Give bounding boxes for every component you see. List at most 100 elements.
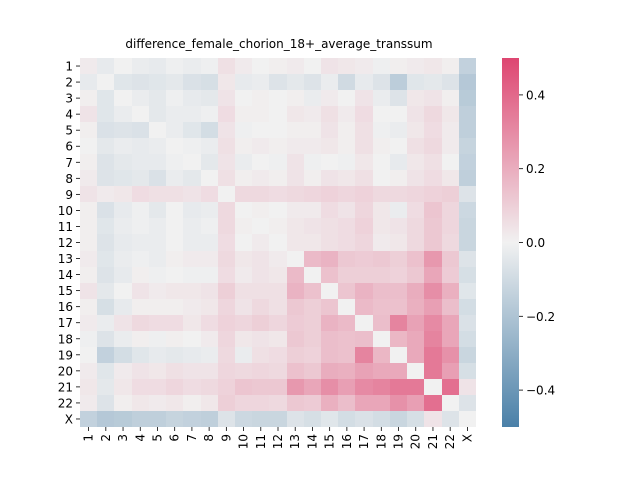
x-tick-label: 9: [219, 434, 233, 442]
heatmap-cell: [132, 218, 149, 234]
heatmap-cell: [252, 186, 269, 202]
heatmap-cell: [80, 299, 97, 315]
heatmap-cell: [218, 331, 235, 347]
heatmap-cell: [132, 58, 149, 74]
heatmap-cell: [390, 234, 407, 251]
heatmap-cell: [201, 106, 218, 122]
heatmap-cell: [407, 411, 424, 427]
heatmap-cell: [321, 395, 338, 411]
y-tick-label: 16: [58, 300, 73, 314]
heatmap-cell: [166, 267, 183, 283]
heatmap-cell: [355, 122, 373, 138]
heatmap-cell: [114, 299, 132, 315]
heatmap-cell: [390, 347, 407, 363]
heatmap-cell: [183, 58, 201, 74]
heatmap-cell: [183, 267, 201, 283]
heatmap-cell: [201, 186, 218, 202]
heatmap-cell: [132, 283, 149, 299]
heatmap-cell: [338, 170, 355, 186]
heatmap-cell: [407, 186, 424, 202]
heatmap-cell: [338, 363, 355, 379]
heatmap-cell: [424, 315, 442, 331]
heatmap-cell: [390, 202, 407, 218]
heatmap-cell: [407, 299, 424, 315]
heatmap-cell: [459, 379, 476, 395]
heatmap-cell: [166, 331, 183, 347]
heatmap-cell: [166, 106, 183, 122]
heatmap-cell: [97, 186, 114, 202]
heatmap-cell: [80, 251, 97, 267]
heatmap-cell: [424, 58, 442, 74]
heatmap-cell: [252, 74, 269, 90]
heatmap-cell: [373, 331, 390, 347]
heatmap-cell: [80, 218, 97, 234]
heatmap-cell: [269, 299, 287, 315]
heatmap-cell: [355, 202, 373, 218]
heatmap-cell: [390, 74, 407, 90]
heatmap-cell: [338, 58, 355, 74]
y-tick-label: 17: [58, 316, 73, 330]
heatmap-cell: [321, 411, 338, 427]
y-tick-label: 5: [65, 124, 73, 138]
heatmap-cell: [183, 331, 201, 347]
heatmap-cell: [252, 58, 269, 74]
heatmap-cell: [321, 218, 338, 234]
colorbar-tick-label: −0.4: [526, 384, 555, 398]
heatmap-cell: [149, 267, 166, 283]
heatmap-cell: [321, 347, 338, 363]
colorbar-axis: 0.4 0.2 0.0 −0.2 −0.4: [519, 88, 555, 398]
heatmap-cell: [373, 154, 390, 170]
heatmap-cell: [252, 363, 269, 379]
heatmap-cell: [390, 363, 407, 379]
heatmap-cell: [149, 299, 166, 315]
heatmap-cell: [442, 186, 459, 202]
heatmap-cell: [183, 202, 201, 218]
heatmap-cell: [373, 58, 390, 74]
heatmap-cell: [407, 202, 424, 218]
heatmap-cell: [269, 379, 287, 395]
heatmap-cell: [424, 331, 442, 347]
heatmap-cell: [304, 315, 321, 331]
heatmap-cell: [201, 283, 218, 299]
y-tick-label: 4: [65, 108, 73, 122]
heatmap-cell: [390, 267, 407, 283]
heatmap-cell: [149, 154, 166, 170]
heatmap-cell: [149, 331, 166, 347]
heatmap-cell: [321, 315, 338, 331]
heatmap-cell: [424, 74, 442, 90]
heatmap-cell: [407, 58, 424, 74]
heatmap-cell: [132, 106, 149, 122]
heatmap-cell: [390, 251, 407, 267]
heatmap-cell: [166, 74, 183, 90]
heatmap-cell: [132, 347, 149, 363]
heatmap-cell: [390, 411, 407, 427]
heatmap-cell: [321, 106, 338, 122]
heatmap-cell: [235, 283, 252, 299]
heatmap-cell: [252, 299, 269, 315]
x-tick-label: 14: [305, 434, 319, 449]
heatmap-cell: [218, 315, 235, 331]
heatmap-cell: [424, 411, 442, 427]
heatmap-cell: [269, 170, 287, 186]
heatmap-cell: [114, 379, 132, 395]
heatmap-cell: [287, 122, 304, 138]
heatmap-cell: [132, 122, 149, 138]
heatmap-cell: [321, 138, 338, 154]
heatmap-cell: [390, 299, 407, 315]
heatmap-cell: [304, 202, 321, 218]
heatmap-cell: [287, 251, 304, 267]
heatmap-cell: [97, 299, 114, 315]
heatmap-cell: [424, 267, 442, 283]
heatmap-cell: [218, 170, 235, 186]
heatmap-cell: [114, 74, 132, 90]
heatmap-cell: [373, 379, 390, 395]
heatmap-cell: [183, 154, 201, 170]
heatmap-cell: [114, 218, 132, 234]
heatmap-cell: [183, 234, 201, 251]
heatmap-cell: [269, 186, 287, 202]
heatmap-cell: [442, 234, 459, 251]
heatmap-cell: [132, 411, 149, 427]
heatmap-cell: [114, 106, 132, 122]
heatmap-cell: [338, 251, 355, 267]
heatmap-cell: [80, 74, 97, 90]
